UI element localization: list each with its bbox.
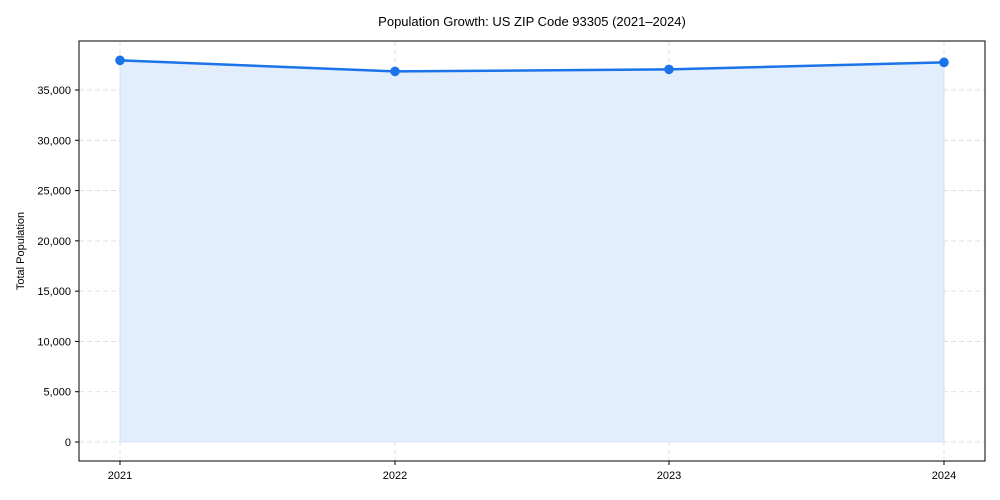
area-fill xyxy=(119,60,945,443)
x-axis-ticks: 2021 2022 2023 2024 xyxy=(108,461,956,482)
data-point-2024 xyxy=(939,57,949,68)
y-axis-ticks: 0 5,000 10,000 15,000 20,000 25,000 30,000 35,0… xyxy=(37,85,79,449)
x-tick-label: 2023 xyxy=(657,470,681,482)
data-point-2022 xyxy=(390,66,400,77)
y-tick-label: 5,000 xyxy=(43,387,71,399)
y-axis-label: Total Population xyxy=(15,212,27,290)
y-tick-label: 25,000 xyxy=(37,186,71,198)
x-tick-label: 2021 xyxy=(108,470,132,482)
data-markers xyxy=(115,55,949,77)
y-tick-label: 10,000 xyxy=(37,336,71,348)
data-line xyxy=(119,59,945,73)
y-tick-label: 35,000 xyxy=(37,85,71,97)
y-tick-label: 0 xyxy=(65,437,71,449)
chart-title: Population Growth: US ZIP Code 93305 (20… xyxy=(378,14,686,29)
x-tick-label: 2022 xyxy=(383,470,407,482)
data-point-2021 xyxy=(115,55,125,66)
y-tick-label: 30,000 xyxy=(37,135,71,147)
x-tick-label: 2024 xyxy=(932,470,956,482)
plot-frame xyxy=(78,40,986,462)
y-tick-label: 20,000 xyxy=(37,236,71,248)
y-tick-label: 15,000 xyxy=(37,286,71,298)
data-point-2023 xyxy=(664,64,674,75)
